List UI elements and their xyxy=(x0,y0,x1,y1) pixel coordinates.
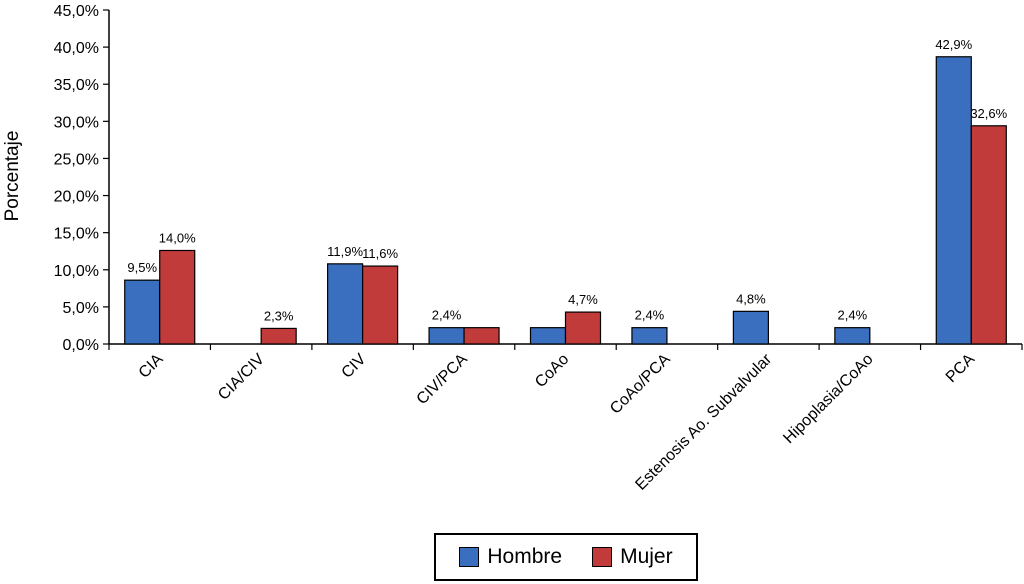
bar-mujer xyxy=(362,265,399,345)
y-tick-label: 10,0% xyxy=(54,263,99,280)
data-label-hombre: 42,9% xyxy=(935,37,972,52)
bar-hombre xyxy=(935,56,972,345)
bar-chart: 0,0% 5,0% 10,0% 15,0% 20,0% 25,0% 30,0% 35,0% 40… xyxy=(2,3,1023,494)
x-category-label: CoAo/PCA xyxy=(607,351,674,418)
x-axis: CIA CIA/CIV CIV CIV/PCA CoAo CoAo/PCAEstenosi… xyxy=(108,343,1023,494)
bars xyxy=(124,56,1007,345)
y-tick-label: 25,0% xyxy=(54,151,99,168)
bar-mujer xyxy=(970,125,1007,345)
y-axis: 0,0% 5,0% 10,0% 15,0% 20,0% 25,0% 30,0% 35,0% 40… xyxy=(54,3,110,354)
legend-swatch-hombre xyxy=(459,547,480,567)
y-tick-label: 5,0% xyxy=(63,300,99,317)
x-category-label: PCA xyxy=(943,351,979,387)
data-label-mujer: 14,0% xyxy=(159,230,196,245)
bar-hombre xyxy=(732,310,769,345)
y-tick-label: 30,0% xyxy=(54,114,99,131)
y-tick-label: 35,0% xyxy=(54,77,99,94)
y-tick-label: 45,0% xyxy=(54,3,99,20)
data-label-mujer: 4,7% xyxy=(568,292,598,307)
bar-hombre xyxy=(834,327,871,345)
y-tick-label: 20,0% xyxy=(54,189,99,206)
data-label-hombre: 2,4% xyxy=(635,308,665,323)
legend-item-mujer: Mujer xyxy=(592,545,673,569)
x-category-label: CIA/CIV xyxy=(215,351,268,404)
data-label-hombre: 9,5% xyxy=(127,260,157,275)
legend-item-hombre: Hombre xyxy=(459,545,562,569)
x-category-label: CIV xyxy=(339,351,370,382)
bar-hombre xyxy=(631,327,668,345)
y-tick-label: 40,0% xyxy=(54,40,99,57)
bar-mujer xyxy=(564,311,602,345)
data-label-hombre: 4,8% xyxy=(736,291,766,306)
bar-hombre xyxy=(529,327,567,345)
y-tick-label: 0,0% xyxy=(63,337,99,354)
data-label-mujer: 32,6% xyxy=(970,106,1007,121)
bar-mujer xyxy=(159,249,196,345)
data-label-hombre: 2,4% xyxy=(838,308,868,323)
bar-hombre xyxy=(124,279,161,345)
bar-mujer xyxy=(260,327,297,345)
data-label-hombre: 11,9% xyxy=(327,244,363,259)
x-category-label: CoAo xyxy=(532,351,572,391)
legend-label-hombre: Hombre xyxy=(487,545,563,568)
data-label-mujer: 11,6% xyxy=(362,246,398,261)
x-category-label: Hipoplasia/CoAo xyxy=(780,351,876,447)
x-category-label: CIV/PCA xyxy=(414,351,472,409)
y-axis-label: Porcentaje xyxy=(2,131,23,222)
legend-swatch-mujer xyxy=(592,547,613,567)
data-label-mujer: 2,3% xyxy=(264,308,294,323)
legend-label-mujer: Mujer xyxy=(620,545,673,568)
data-labels: 9,5% 11,9% 2,4% 2,4% 4,8% 2,4% 42,9% 14,0% 2,3% 1… xyxy=(127,37,1007,324)
bar-mujer xyxy=(463,327,500,345)
x-category-label: CIA xyxy=(136,351,167,382)
data-label-hombre: 2,4% xyxy=(432,308,462,323)
legend: Hombre Mujer xyxy=(434,533,698,581)
y-tick-label: 15,0% xyxy=(54,226,99,243)
bar-hombre xyxy=(428,327,465,345)
bar-hombre xyxy=(327,263,364,345)
